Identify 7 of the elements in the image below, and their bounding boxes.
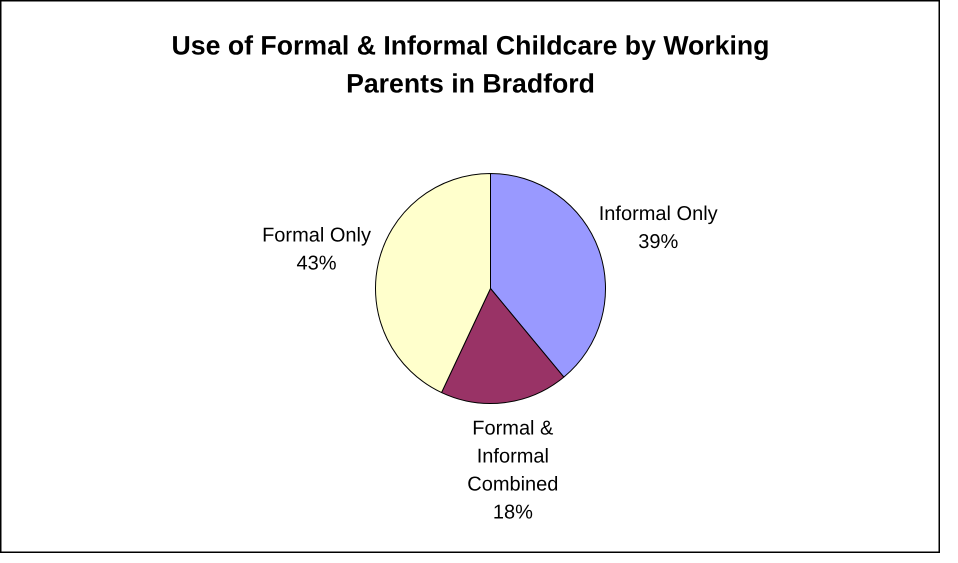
data-label: 18% bbox=[492, 501, 534, 524]
slice-label: Informal Only bbox=[598, 203, 718, 226]
slice-label: Formal Only bbox=[262, 224, 371, 247]
slice-label: Formal & Informal Combined bbox=[467, 417, 558, 496]
data-label: 43% bbox=[296, 252, 337, 275]
chart-title: Use of Formal & Informal Childcare by Working Parents in Bradford bbox=[172, 30, 770, 98]
data-label: 39% bbox=[638, 231, 678, 254]
